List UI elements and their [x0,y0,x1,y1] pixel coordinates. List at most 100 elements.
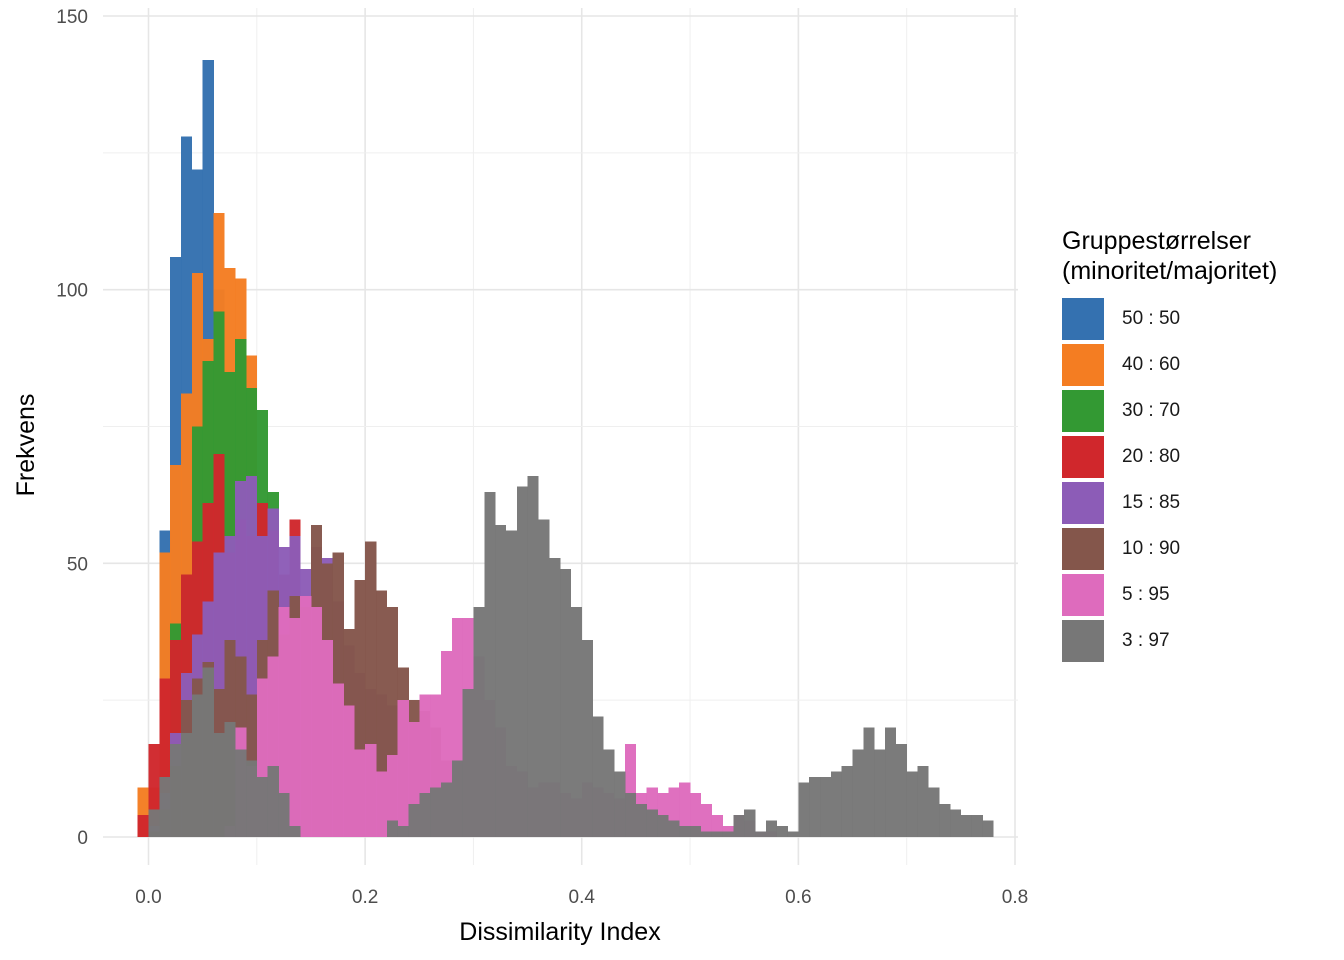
histogram-bar [170,743,182,837]
legend-key [1062,482,1104,524]
histogram-bar [960,815,972,837]
histogram-bar [798,782,810,837]
legend-items: 50 : 50 40 : 60 30 : 70 20 : 80 15 : 85 10 : … [1062,296,1277,664]
histogram-bar [148,743,160,837]
legend-item: 15 : 85 [1062,480,1277,526]
histogram-bar [841,765,853,837]
histogram-bar [397,700,409,837]
legend-title-line: (minoritet/majoritet) [1062,257,1278,285]
x-tick-label: 0.2 [352,887,378,908]
histogram-bar [744,809,756,837]
histogram-bar [505,530,518,837]
histogram-bar [874,749,886,837]
histogram-bar [375,771,388,837]
histogram-bar [365,743,377,837]
histogram-bar [765,820,778,837]
histogram-bar [310,607,323,837]
histogram-bar [148,809,160,837]
legend-key [1062,344,1104,386]
legend-label: 15 : 85 [1122,492,1181,513]
y-tick-label: 100 [56,281,88,302]
histogram-bar [256,678,268,837]
histogram-bars [137,59,994,838]
histogram-bar [700,804,713,837]
histogram-bar [516,486,528,837]
histogram-bar [365,541,377,837]
histogram-bar [939,804,951,837]
x-axis-ticks: 0.0 0.2 0.4 0.6 0.8 [135,887,1028,908]
histogram-bar [440,650,453,837]
histogram-bar [733,815,745,837]
legend-item: 3 : 97 [1062,618,1277,664]
legend-label: 3 : 97 [1122,630,1170,651]
histogram-bar [202,667,214,837]
histogram-bar [300,596,312,837]
legend-key [1062,574,1104,616]
histogram-bar [603,749,615,837]
histogram-bar [820,776,832,837]
histogram-bar [343,705,355,837]
histogram-bar [711,815,723,837]
histogram-bar [885,727,897,837]
histogram-bar [278,793,290,837]
histogram-bar [982,820,994,837]
histogram-bar [484,492,496,837]
histogram-bar [646,809,658,837]
histogram-bar [245,475,258,837]
histogram-bar [917,765,929,837]
histogram-bar [495,525,507,837]
histogram-bar [852,749,864,837]
histogram-bar [722,831,734,837]
histogram-bar [451,760,463,837]
histogram-bar [971,815,983,837]
histogram-bar [159,776,171,837]
histogram-bar [235,749,247,837]
y-tick-label: 50 [67,554,88,575]
x-tick-label: 0.4 [569,887,596,908]
legend-key [1062,390,1104,432]
histogram-bar [321,639,333,837]
legend-key [1062,298,1104,340]
y-tick-label: 0 [77,828,88,849]
histogram-bar [776,826,788,837]
histogram-bar [895,743,907,837]
histogram-bar [137,787,149,837]
x-tick-label: 0.0 [135,887,161,908]
histogram-bar [570,607,583,837]
legend-label: 50 : 50 [1122,308,1181,329]
histogram-bar [386,820,398,837]
histogram-bar [451,618,463,837]
histogram-bar [657,815,669,837]
histogram-bar [430,694,442,837]
histogram-bar [787,831,799,837]
histogram-bar [430,787,442,837]
legend-label: 10 : 90 [1122,538,1181,559]
legend-key [1062,620,1104,662]
histogram-bar [408,804,420,837]
histogram-bar [408,722,420,837]
histogram-bar [224,722,236,837]
legend-label: 40 : 60 [1122,354,1181,375]
histogram-bar [625,793,637,837]
histogram-bar [386,754,398,837]
legend-key [1062,436,1104,478]
histogram-bar [755,831,767,837]
legend: Gruppestørrelser (minoritet/majoritet) 50… [1062,226,1277,664]
histogram-bar [375,590,388,837]
histogram-bar [440,782,453,837]
histogram-bar [668,820,680,837]
histogram-bar [332,683,344,837]
legend-item: 5 : 95 [1062,572,1277,618]
histogram-bar [354,749,366,837]
histogram-bar [289,826,301,837]
legend-item: 20 : 80 [1062,434,1277,480]
histogram-bar [278,607,290,837]
histogram-bar [419,793,431,837]
histogram-bar [386,607,398,837]
histogram-bar [679,782,691,837]
histogram-bar [213,733,225,837]
histogram-bar [690,793,702,837]
histogram-bar [549,557,561,837]
histogram-bar [679,826,691,837]
